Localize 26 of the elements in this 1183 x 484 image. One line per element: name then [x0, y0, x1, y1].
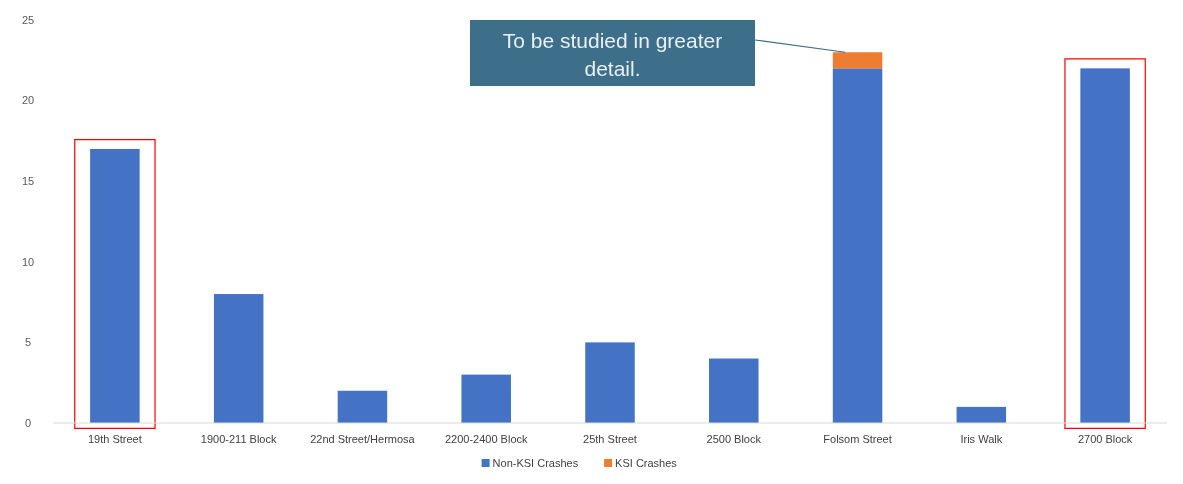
bar	[832, 68, 883, 423]
x-tick-label: 25th Street	[583, 433, 637, 445]
legend-label: Non-KSI Crashes	[492, 457, 579, 469]
bar	[337, 390, 388, 423]
x-tick-label: 2200-2400 Block	[444, 433, 528, 445]
bar	[213, 294, 264, 423]
x-tick-label: 19th Street	[87, 433, 142, 445]
y-tick-label: 10	[21, 255, 35, 268]
x-tick-label: Iris Walk	[960, 433, 1003, 445]
bar	[956, 406, 1007, 423]
x-tick-label: 1900-211 Block	[200, 433, 277, 445]
annotation: To be studied in greater detail.	[502, 29, 723, 80]
y-tick-label: 20	[21, 94, 35, 107]
y-tick-label: 25	[21, 13, 35, 26]
x-tick-label: 2500 Block	[706, 433, 762, 445]
bar	[832, 52, 883, 69]
y-tick-label: 15	[21, 175, 35, 188]
bar	[585, 342, 635, 423]
x-tick-label: Folsom Street	[823, 433, 892, 445]
x-tick-label: 22nd Street/Hermosa	[310, 433, 416, 445]
y-tick-label: 0	[24, 416, 32, 429]
bar	[709, 358, 759, 423]
x-tick-label: 2700 Block	[1077, 433, 1133, 445]
y-tick-label: 5	[24, 336, 32, 349]
legend-label: KSI Crashes	[615, 457, 678, 469]
bar	[461, 374, 511, 423]
